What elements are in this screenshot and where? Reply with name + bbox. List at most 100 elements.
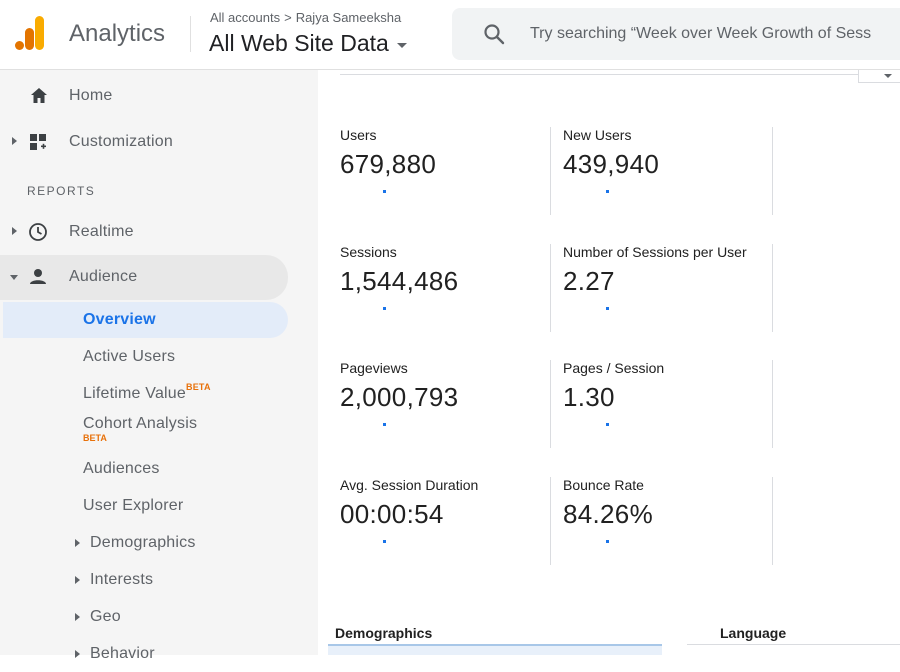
sidebar-item-geo[interactable]: Geo [0,599,288,635]
sidebar-item-demographics[interactable]: Demographics [0,525,288,561]
section-divider [687,644,900,645]
property-name: All Web Site Data [209,30,389,56]
metric-value: 1,544,486 [340,266,459,296]
sidebar-item-label: Geo [90,608,121,625]
search-icon [484,24,505,45]
metric-value: 00:00:54 [340,499,444,529]
clock-icon [29,223,47,241]
metric-label: New Users [563,127,632,143]
sparkline [606,423,609,426]
sidebar-item-label: Active Users [83,348,176,365]
sidebar-item-lifetime-value[interactable]: Lifetime ValueBETA [0,376,288,412]
home-icon [31,88,47,103]
sidebar-item-home[interactable]: Home [0,76,288,116]
section-title-language: Language [720,625,787,641]
sidebar-item-label: Behavior [90,645,155,662]
chart-options-dropdown[interactable] [858,70,900,83]
breadcrumb-chevron-icon: > [284,10,292,25]
person-icon [30,269,46,284]
metric-pages-per-session[interactable]: Pages / Session 1.30 [563,360,773,450]
metric-divider [772,360,773,448]
sidebar-item-interests[interactable]: Interests [0,562,288,598]
metric-label: Avg. Session Duration [340,477,479,493]
metric-divider [772,477,773,565]
reports-section-header: REPORTS [27,184,96,198]
app-title: Analytics [69,20,166,47]
metric-value: 1.30 [563,382,615,412]
metric-divider [550,127,551,215]
metric-sessions[interactable]: Sessions 1,544,486 [340,244,550,334]
search-placeholder: Try searching “Week over Week Growth of … [530,25,872,42]
sidebar-item-user-explorer[interactable]: User Explorer [0,488,288,524]
expand-arrow-icon[interactable] [12,137,17,145]
search-input[interactable]: Try searching “Week over Week Growth of … [452,8,900,60]
sidebar-item-label: Lifetime ValueBETA [83,382,211,402]
sparkline [383,540,386,543]
sparkline [383,190,386,193]
metric-value: 679,880 [340,149,437,179]
sidebar-item-label: Interests [90,571,154,588]
account-breadcrumb[interactable]: All accounts > Rajya Sameeksha [210,10,401,25]
sidebar-item-label: Audiences [83,460,160,477]
section-header-bar [328,646,662,655]
dashboard-plus-icon [30,134,46,150]
section-divider [328,644,662,646]
metric-new-users[interactable]: New Users 439,940 [563,127,773,217]
metric-divider [550,477,551,565]
metric-divider [772,244,773,332]
metric-divider [772,127,773,215]
sidebar-item-cohort-analysis[interactable]: Cohort Analysis BETA [0,408,288,450]
breadcrumb-account[interactable]: Rajya Sameeksha [295,10,402,25]
report-content: Users 679,880 New Users 439,940 Sessions… [318,70,900,655]
metric-users[interactable]: Users 679,880 [340,127,550,217]
sidebar-item-label: Realtime [69,223,134,240]
sidebar-item-label: Home [69,87,113,104]
sidebar-item-customization[interactable]: Customization [0,122,288,162]
metric-label: Pageviews [340,360,408,376]
divider [340,74,900,75]
metric-label: Sessions [340,244,397,260]
sidebar-item-label: Demographics [90,534,196,551]
sparkline [606,307,609,310]
beta-badge: BETA [186,382,211,392]
sidebar-item-behavior[interactable]: Behavior [0,636,288,672]
sparkline [606,540,609,543]
expand-arrow-icon[interactable] [75,650,80,658]
collapse-arrow-icon[interactable] [10,275,18,280]
sidebar-item-audience[interactable]: Audience [0,255,288,300]
metric-label: Number of Sessions per User [563,244,747,260]
metric-value: 2,000,793 [340,382,459,412]
sidebar-item-label: Overview [83,311,156,328]
metric-value: 84.26% [563,499,653,529]
top-header: Analytics All accounts > Rajya Sameeksha A… [0,0,900,70]
breadcrumb-all-accounts[interactable]: All accounts [210,10,281,25]
section-title-demographics: Demographics [335,625,433,641]
sidebar-item-overview[interactable]: Overview [3,302,288,338]
expand-arrow-icon[interactable] [12,227,17,235]
sparkline [383,423,386,426]
expand-arrow-icon[interactable] [75,613,80,621]
metric-value: 2.27 [563,266,615,296]
metric-avg-session-duration[interactable]: Avg. Session Duration 00:00:54 [340,477,550,567]
metric-label: Bounce Rate [563,477,644,493]
metric-sessions-per-user[interactable]: Number of Sessions per User 2.27 [563,244,773,334]
sparkline [383,307,386,310]
property-view-selector[interactable]: All Web Site Data [209,30,407,57]
sidebar-item-label: Cohort Analysis [83,415,198,432]
expand-arrow-icon[interactable] [75,576,80,584]
metric-bounce-rate[interactable]: Bounce Rate 84.26% [563,477,773,567]
analytics-logo-icon[interactable] [14,16,48,50]
sidebar-item-realtime[interactable]: Realtime [0,212,288,252]
metric-label: Users [340,127,377,143]
sidebar-item-audiences[interactable]: Audiences [0,451,288,487]
sidebar-item-label: Audience [69,268,138,285]
expand-arrow-icon[interactable] [75,539,80,547]
header-divider [190,16,191,52]
beta-badge: BETA [83,433,107,443]
metric-value: 439,940 [563,149,660,179]
metric-pageviews[interactable]: Pageviews 2,000,793 [340,360,550,450]
sidebar-item-label: Customization [69,133,173,150]
caret-down-icon [884,74,892,78]
metric-label: Pages / Session [563,360,665,376]
sidebar-item-active-users[interactable]: Active Users [0,339,288,375]
